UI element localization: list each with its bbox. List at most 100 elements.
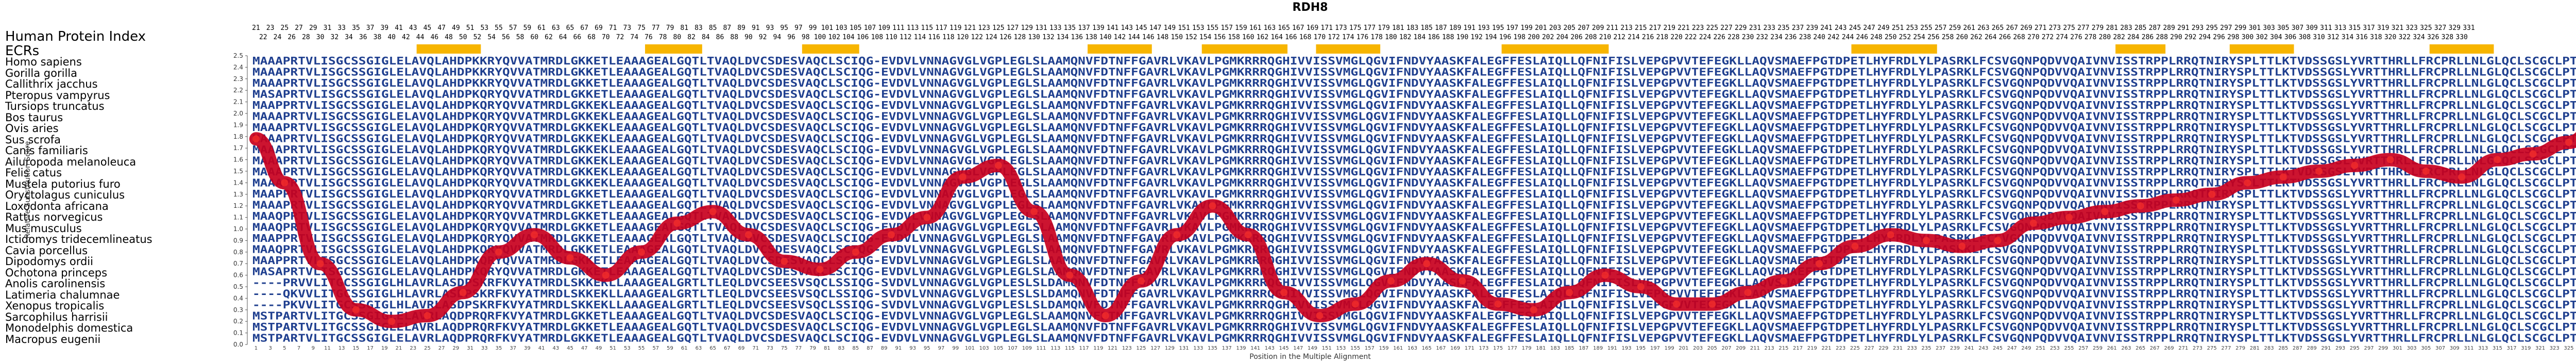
hpi-number: 313 xyxy=(2334,24,2346,32)
hpi-number: 249 xyxy=(1877,24,1889,32)
hpi-number: 319 xyxy=(2377,24,2389,32)
hpi-number: 213 xyxy=(1620,24,1632,32)
hpi-number: 119 xyxy=(950,24,961,32)
hpi-number: 133 xyxy=(1049,24,1061,32)
hpi-number: 161 xyxy=(1249,24,1261,32)
x-tick-label: 115 xyxy=(1065,346,1075,351)
hpi-number: 264 xyxy=(1985,34,1997,41)
hpi-number: 123 xyxy=(978,24,990,32)
score-point xyxy=(1922,237,1930,244)
hpi-number: 263 xyxy=(1977,24,1989,32)
score-point xyxy=(1637,283,1645,290)
hpi-number: 85 xyxy=(709,24,717,32)
x-tick-label: 217 xyxy=(1793,346,1803,351)
hpi-number: 72 xyxy=(616,34,624,41)
hpi-number: 200 xyxy=(1528,34,1539,41)
y-tick-label: 1.1 xyxy=(233,214,243,221)
hpi-number: 104 xyxy=(842,34,855,41)
score-point xyxy=(1887,231,1894,239)
hpi-number: 254 xyxy=(1913,34,1925,41)
hpi-number: 274 xyxy=(2056,34,2068,41)
x-tick-label: 241 xyxy=(1964,346,1974,351)
hpi-number: 23 xyxy=(266,24,275,32)
x-tick-label: 67 xyxy=(724,346,731,351)
hpi-number: 158 xyxy=(1228,34,1240,41)
sequence-row: MAAPPRTVLISGCSSGIGLELAVQLAHDPKQRYQVVATMR… xyxy=(252,232,2576,244)
x-tick-label: 173 xyxy=(1479,346,1488,351)
hpi-number: 53 xyxy=(480,24,488,32)
sequence-row: MAAAPRTVLISGCSSGIGLELAVQLAHDPKQRYQVVATMR… xyxy=(252,155,2576,167)
score-point xyxy=(1994,237,2002,244)
y-tick-label: 0.1 xyxy=(233,330,243,337)
x-tick-label: 101 xyxy=(965,346,975,351)
x-tick-label: 205 xyxy=(1707,346,1717,351)
y-tick-label: 0.8 xyxy=(233,249,243,256)
x-tick-label: 43 xyxy=(552,346,559,351)
hpi-number: 56 xyxy=(502,34,510,41)
hpi-number: 267 xyxy=(2006,24,2018,32)
y-tick-label: 0.7 xyxy=(233,260,243,267)
y-tick-label: 2.5 xyxy=(233,52,243,59)
hpi-number: 251 xyxy=(1892,24,1904,32)
hpi-number: 40 xyxy=(387,34,396,41)
human-protein-index-label: Human Protein Index xyxy=(5,29,146,44)
sequence-row: ----PRVVLITGCSSGIGLHLAVRLASDPSKRFKVYATMR… xyxy=(252,276,2576,289)
ecr-bar xyxy=(2429,44,2494,54)
hpi-number: 46 xyxy=(430,34,438,41)
hpi-number: 325 xyxy=(2420,24,2432,32)
score-point xyxy=(1494,300,1502,308)
hpi-number: 36 xyxy=(359,34,367,41)
x-tick-label: 5 xyxy=(283,346,286,351)
x-tick-label: 237 xyxy=(1936,346,1945,351)
score-point xyxy=(1244,231,1252,239)
score-point xyxy=(1101,312,1109,319)
score-point xyxy=(1423,260,1431,268)
hpi-number: 62 xyxy=(545,34,553,41)
hpi-number: 68 xyxy=(587,34,596,41)
x-tick-label: 299 xyxy=(2378,346,2388,351)
hpi-number: 297 xyxy=(2220,24,2232,32)
hpi-number: 22 xyxy=(259,34,267,41)
hpi-number: 204 xyxy=(1556,34,1569,41)
hpi-number: 229 xyxy=(1735,24,1747,32)
score-point xyxy=(602,271,609,279)
hpi-number: 221 xyxy=(1677,24,1689,32)
x-tick-label: 141 xyxy=(1250,346,1260,351)
sequence-row: MSTPARTVLITGCSSGIGLELAVRLAQDPRQRFKVYATMR… xyxy=(252,332,2576,344)
x-tick-label: 293 xyxy=(2335,346,2345,351)
y-tick-label: 1.7 xyxy=(233,144,243,152)
hpi-number: 233 xyxy=(1763,24,1775,32)
y-tick-label: 1.6 xyxy=(233,156,243,163)
y-tick-label: 2.0 xyxy=(233,110,243,117)
x-tick-label: 19 xyxy=(381,346,388,351)
hpi-number: 28 xyxy=(302,34,310,41)
y-tick-label: 1.8 xyxy=(233,133,243,140)
hpi-number: 265 xyxy=(1992,24,2004,32)
x-tick-label: 9 xyxy=(312,346,315,351)
hpi-number: 287 xyxy=(2149,24,2161,32)
hpi-number: 108 xyxy=(871,34,883,41)
x-tick-label: 277 xyxy=(2221,346,2231,351)
x-tick-label: 77 xyxy=(795,346,802,351)
hpi-number: 137 xyxy=(1078,24,1090,32)
hpi-number: 315 xyxy=(2349,24,2361,32)
x-tick-label: 63 xyxy=(696,346,702,351)
score-point xyxy=(316,260,324,268)
x-tick-label: 133 xyxy=(1193,346,1203,351)
y-tick-label: 0.6 xyxy=(233,272,243,279)
ecr-bar xyxy=(645,44,702,54)
hpi-number: 129 xyxy=(1021,24,1033,32)
x-tick-label: 279 xyxy=(2235,346,2245,351)
hpi-number: 100 xyxy=(814,34,826,41)
hpi-number: 224 xyxy=(1699,34,1711,41)
x-tick-label: 305 xyxy=(2421,346,2431,351)
x-tick-label: 303 xyxy=(2407,346,2417,351)
x-tick-label: 273 xyxy=(2193,346,2202,351)
hpi-number: 87 xyxy=(723,24,732,32)
hpi-number: 243 xyxy=(1835,24,1846,32)
hpi-number: 152 xyxy=(1185,34,1197,41)
score-point xyxy=(1209,202,1216,210)
hpi-number: 304 xyxy=(2270,34,2282,41)
x-tick-label: 255 xyxy=(2064,346,2074,351)
hpi-number: 189 xyxy=(1449,24,1461,32)
